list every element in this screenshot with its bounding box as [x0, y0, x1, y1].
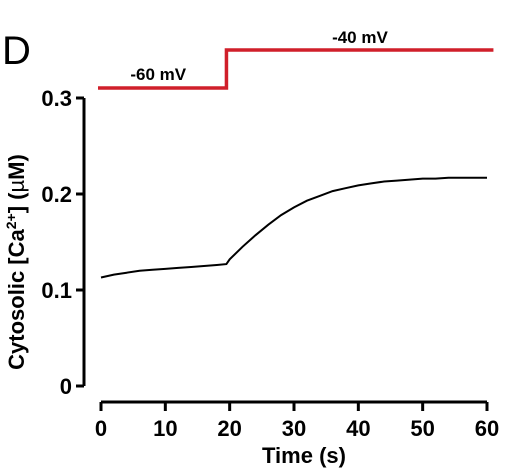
y-tick-label: 0.2 — [41, 182, 72, 207]
panel-letter: D — [2, 29, 31, 73]
y-tick-label: 0.1 — [41, 278, 72, 303]
y-axis-title-superscript: 2+ — [3, 213, 19, 229]
y-axis-title-pre: Cytosolic [Ca — [4, 228, 29, 369]
x-tick-label: 40 — [346, 416, 370, 441]
protocol-label-minus40: -40 mV — [332, 28, 388, 47]
y-axis-title-mu: µ — [4, 180, 29, 193]
x-tick-label: 20 — [217, 416, 241, 441]
y-axis-title-unit: M) — [4, 154, 29, 180]
x-tick-label: 50 — [410, 416, 434, 441]
x-tick-label: 30 — [282, 416, 306, 441]
x-axis: 0 10 20 30 40 50 60 — [95, 400, 499, 441]
x-tick-label: 60 — [475, 416, 499, 441]
x-tick-label: 0 — [95, 416, 107, 441]
y-tick-label: 0 — [60, 374, 72, 399]
y-axis-title-post: ] ( — [4, 192, 29, 213]
voltage-step-line — [98, 48, 494, 90]
y-tick-label: 0.3 — [41, 86, 72, 111]
calcium-trace — [100, 176, 487, 279]
x-axis-title: Time (s) — [262, 443, 346, 468]
x-tick-label: 10 — [153, 416, 177, 441]
y-axis: 0 0.1 0.2 0.3 — [41, 86, 86, 399]
protocol-label-minus60: -60 mV — [130, 65, 186, 84]
y-axis-title: Cytosolic [Ca2+] (µM) — [3, 154, 29, 370]
voltage-protocol: -60 mV -40 mV — [98, 28, 494, 90]
